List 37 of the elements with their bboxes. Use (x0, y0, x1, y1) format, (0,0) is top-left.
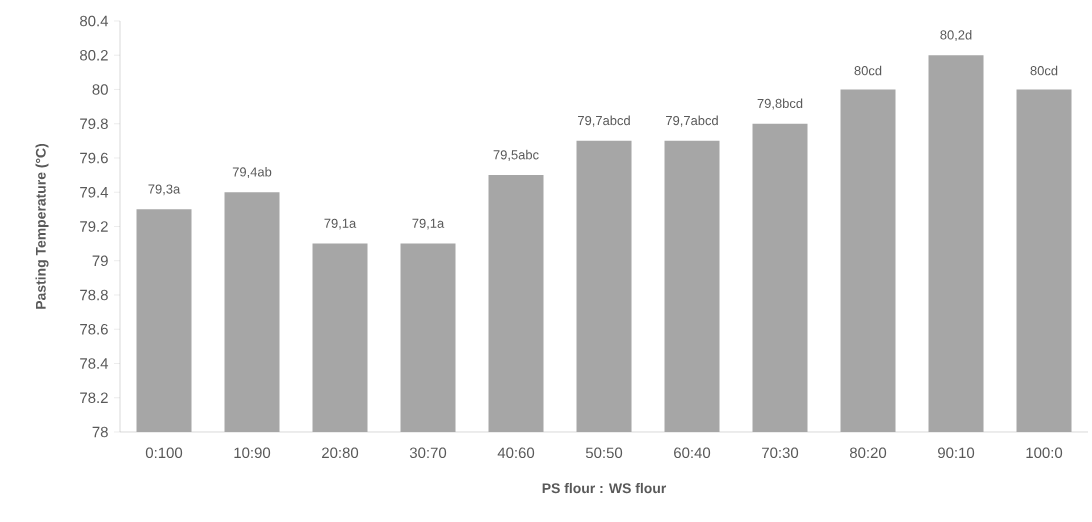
data-label: 79,5abc (493, 149, 539, 161)
y-tick-label: 79.8 (80, 118, 108, 130)
y-tick-label: 79.2 (80, 221, 108, 232)
data-label: 79,7abcd (666, 115, 718, 127)
y-tick-label: 78.4 (80, 358, 109, 369)
data-label: 79,1a (324, 218, 357, 230)
x-tick-label: 40:60 (497, 447, 535, 459)
x-tick-label: 10:90 (234, 447, 271, 459)
y-tick-label: 78 (92, 426, 108, 438)
y-tick-label: 78.8 (80, 289, 108, 301)
data-label: 80,2d (940, 29, 972, 42)
y-tick-label: 79.4 (80, 186, 109, 198)
x-tick-label: 0:100 (145, 447, 183, 459)
y-tick-label: 80 (92, 84, 108, 95)
data-label: 80cd (1030, 65, 1058, 76)
x-tick-label: 100:0 (1026, 447, 1063, 459)
data-label: 79,7abcd (578, 115, 630, 127)
data-label: 79,3a (148, 184, 181, 196)
x-axis-title: PS flour : WS flour (542, 482, 667, 494)
data-label: 79,4ab (232, 166, 272, 179)
y-tick-label: 79 (92, 255, 108, 267)
x-tick-label: 50:50 (585, 447, 623, 459)
y-tick-label: 78.6 (80, 323, 108, 335)
data-label: 80cd (854, 65, 882, 76)
data-label: 79,1a (412, 218, 445, 230)
y-tick-label: 78.2 (80, 392, 108, 404)
y-tick-label: 80.4 (80, 15, 109, 27)
x-tick-label: 20:80 (322, 447, 359, 459)
x-tick-label: 80:20 (849, 447, 887, 459)
y-axis-title: Pasting Temperature (°C) (35, 143, 49, 309)
x-tick-label: 60:40 (674, 447, 711, 459)
x-tick-label: 70:30 (762, 447, 799, 459)
x-tick-label: 90:10 (938, 447, 975, 459)
y-tick-label: 80.2 (80, 49, 108, 61)
y-tick-label: 79.6 (80, 152, 108, 164)
x-tick-label: 30:70 (409, 447, 447, 459)
data-label: 79,8bcd (757, 98, 803, 110)
